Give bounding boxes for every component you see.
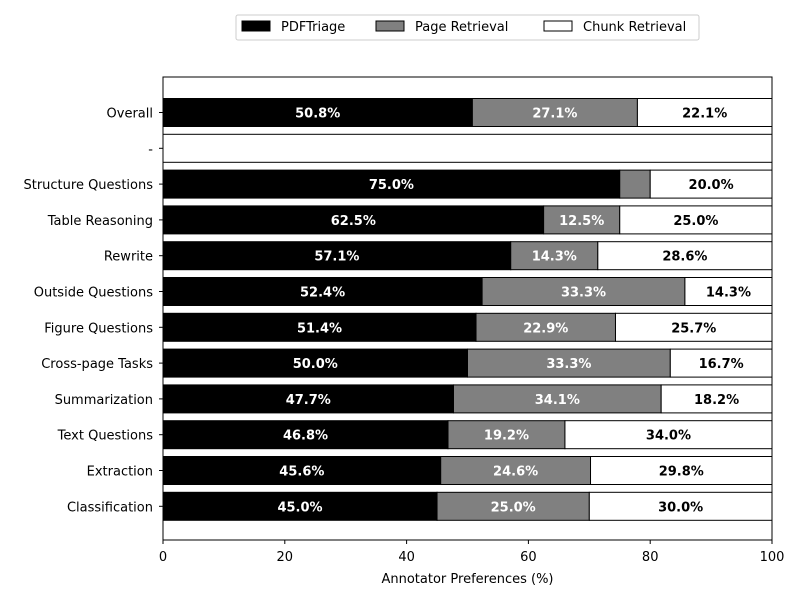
bar-label-chunk-retrieval-3: 25.0% <box>673 214 718 229</box>
y-tick-label-4: Rewrite <box>104 250 153 265</box>
legend-label-page-retrieval: Page Retrieval <box>415 20 508 35</box>
bar-page-retrieval-10 <box>440 456 592 485</box>
y-tick-label-2: Structure Questions <box>23 178 153 193</box>
plot-frame <box>162 76 773 541</box>
bar-chunk-retrieval-6 <box>614 312 773 342</box>
bar-label-page-retrieval-11: 25.0% <box>491 500 536 515</box>
y-tick-label-7: Cross-page Tasks <box>41 357 153 372</box>
y-tick-label-5: Outside Questions <box>34 286 153 301</box>
bar-labels-layer: 50.8% 27.1% 22.1% 75.0% 20.0% 62.5% 12.5% 25.0%… <box>277 107 751 516</box>
bar-label-chunk-retrieval-6: 25.7% <box>671 321 716 336</box>
bar-label-page-retrieval-3: 12.5% <box>559 214 604 229</box>
bar-label-pdftriage-9: 46.8% <box>283 429 328 444</box>
y-tick-label-6: Figure Questions <box>44 321 153 336</box>
bar-label-pdftriage-2: 75.0% <box>369 178 414 193</box>
x-tick-label-2: 40 <box>398 550 415 565</box>
bar-page-retrieval-9 <box>447 420 566 450</box>
bar-chunk-retrieval-0 <box>636 98 773 127</box>
bar-label-pdftriage-6: 51.4% <box>297 321 342 336</box>
bar-page-retrieval-3 <box>543 205 621 235</box>
bar-page-retrieval-5 <box>481 277 686 306</box>
bar-label-page-retrieval-0: 27.1% <box>532 107 577 122</box>
bar-label-chunk-retrieval-0: 22.1% <box>682 107 727 122</box>
bar-label-chunk-retrieval-2: 20.0% <box>689 178 734 193</box>
bar-label-page-retrieval-4: 14.3% <box>532 250 577 265</box>
bar-page-retrieval-6 <box>475 312 616 342</box>
bar-chunk-retrieval-1 <box>162 133 773 163</box>
bar-label-chunk-retrieval-9: 34.0% <box>646 429 691 444</box>
bar-pdftriage-5 <box>162 277 483 306</box>
bar-label-pdftriage-4: 57.1% <box>314 250 359 265</box>
y-tick-label-1: - <box>148 142 153 157</box>
bar-label-page-retrieval-10: 24.6% <box>493 465 538 480</box>
bar-label-pdftriage-7: 50.0% <box>293 357 338 372</box>
bar-page-retrieval-8 <box>452 384 662 414</box>
bar-chunk-retrieval-8 <box>660 384 773 414</box>
bar-page-retrieval-2 <box>619 169 651 199</box>
bar-pdftriage-8 <box>162 384 454 414</box>
bar-chunk-retrieval-7 <box>669 348 773 378</box>
bar-label-pdftriage-8: 47.7% <box>286 393 331 408</box>
legend-swatch-chunk-retrieval <box>543 20 573 32</box>
y-tick-label-8: Summarization <box>55 393 153 408</box>
bar-label-pdftriage-10: 45.6% <box>279 465 324 480</box>
legend-label-pdftriage: PDFTriage <box>281 20 345 35</box>
bars-layer <box>162 98 773 521</box>
bar-label-page-retrieval-8: 34.1% <box>535 393 580 408</box>
bar-label-pdftriage-0: 50.8% <box>295 107 340 122</box>
y-axis: Overall - Structure Questions Table Reasoni… <box>23 107 163 515</box>
x-tick-label-1: 20 <box>277 550 294 565</box>
bar-label-chunk-retrieval-8: 18.2% <box>694 393 739 408</box>
bar-label-chunk-retrieval-5: 14.3% <box>706 286 751 301</box>
bar-label-chunk-retrieval-7: 16.7% <box>699 357 744 372</box>
legend-frame <box>235 14 700 41</box>
x-axis: 0 20 40 60 80 100 <box>159 540 785 565</box>
bar-label-page-retrieval-7: 33.3% <box>546 357 591 372</box>
x-tick-label-3: 60 <box>520 550 537 565</box>
legend-swatch-page-retrieval <box>375 20 405 32</box>
y-tick-label-11: Classification <box>67 500 153 515</box>
x-tick-label-0: 0 <box>159 550 167 565</box>
bar-label-pdftriage-11: 45.0% <box>277 500 322 515</box>
legend-label-chunk-retrieval: Chunk Retrieval <box>583 20 686 35</box>
bar-page-retrieval-7 <box>467 348 671 378</box>
bar-label-chunk-retrieval-10: 29.8% <box>659 465 704 480</box>
bar-label-pdftriage-5: 52.4% <box>300 286 345 301</box>
bar-label-page-retrieval-6: 22.9% <box>523 321 568 336</box>
bar-chunk-retrieval-10 <box>590 456 773 485</box>
bar-pdftriage-10 <box>162 456 442 485</box>
bar-chunk-retrieval-3 <box>619 205 773 235</box>
bar-label-page-retrieval-9: 19.2% <box>484 429 529 444</box>
bar-label-chunk-retrieval-4: 28.6% <box>662 250 707 265</box>
y-tick-label-3: Table Reasoning <box>47 214 153 229</box>
y-tick-label-9: Text Questions <box>57 429 154 444</box>
y-tick-label-0: Overall <box>107 107 153 122</box>
x-axis-title: Annotator Preferences (%) <box>381 572 553 587</box>
bar-chunk-retrieval-5 <box>684 277 773 306</box>
bar-label-page-retrieval-5: 33.3% <box>561 286 606 301</box>
legend: PDFTriage Page Retrieval Chunk Retrieval <box>235 14 700 41</box>
bar-label-pdftriage-3: 62.5% <box>331 214 376 229</box>
bar-chunk-retrieval-2 <box>649 169 773 199</box>
bar-page-retrieval-0 <box>471 98 638 127</box>
x-tick-label-4: 80 <box>642 550 659 565</box>
bar-label-chunk-retrieval-11: 30.0% <box>658 500 703 515</box>
x-tick-label-5: 100 <box>760 550 785 565</box>
y-tick-label-10: Extraction <box>87 465 153 480</box>
legend-swatch-pdftriage <box>241 20 271 32</box>
bar-page-retrieval-4 <box>510 241 599 271</box>
bar-pdftriage-0 <box>162 98 473 127</box>
bar-page-retrieval-11 <box>436 491 590 521</box>
